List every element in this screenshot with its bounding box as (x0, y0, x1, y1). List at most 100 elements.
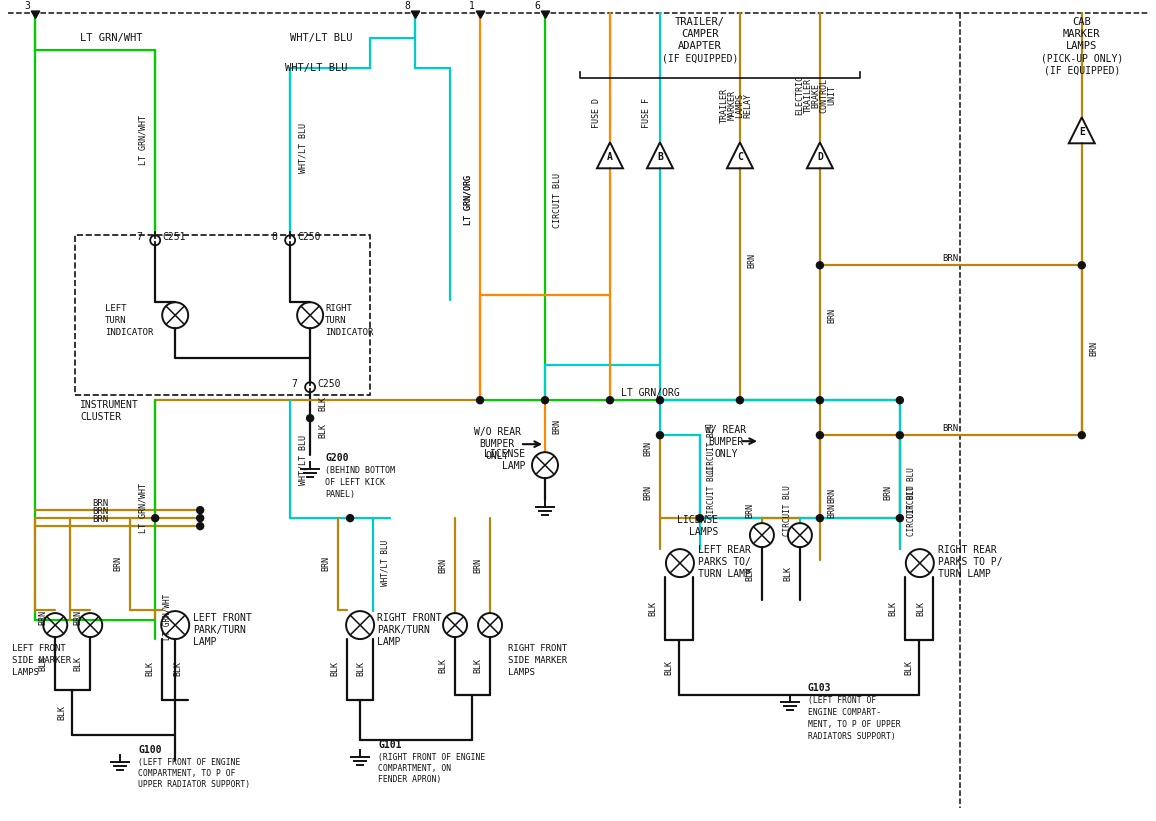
Text: TRAILER: TRAILER (803, 78, 813, 112)
Circle shape (607, 397, 614, 404)
Text: BLK: BLK (438, 658, 447, 672)
Text: BLK: BLK (784, 566, 792, 580)
Text: BRN: BRN (438, 557, 447, 572)
Text: BRN: BRN (92, 507, 109, 516)
Text: MARKER: MARKER (1064, 30, 1101, 39)
Text: E: E (1079, 127, 1084, 137)
Text: TURN: TURN (105, 316, 127, 325)
Text: BRN: BRN (39, 610, 47, 625)
Text: PARK/TURN: PARK/TURN (377, 625, 430, 635)
Text: CIRCUIT BLU: CIRCUIT BLU (907, 484, 917, 535)
Text: ONLY: ONLY (714, 449, 738, 459)
Circle shape (305, 383, 316, 392)
Text: WHT/LT BLU: WHT/LT BLU (380, 540, 390, 586)
Text: BRN: BRN (828, 502, 837, 518)
Text: BRN: BRN (883, 484, 892, 500)
Text: BRN: BRN (113, 556, 123, 571)
Text: (IF EQUIPPED): (IF EQUIPPED) (661, 53, 739, 63)
Text: LAMPS: LAMPS (689, 527, 718, 537)
Text: BLK: BLK (649, 601, 658, 616)
Circle shape (197, 507, 203, 514)
Text: WHT/LT BLU: WHT/LT BLU (290, 34, 353, 44)
Text: A: A (607, 153, 613, 163)
Circle shape (816, 262, 823, 268)
Text: LT GRN/WHT: LT GRN/WHT (163, 594, 172, 640)
Text: CIRCUIT BLU: CIRCUIT BLU (707, 423, 717, 474)
Circle shape (736, 397, 743, 404)
Text: BLK: BLK (665, 659, 674, 675)
Text: SIDE MARKER: SIDE MARKER (13, 656, 72, 664)
Text: BLK: BLK (173, 661, 183, 676)
Text: BRN: BRN (74, 610, 83, 625)
Text: 8: 8 (405, 2, 410, 11)
Circle shape (816, 515, 823, 521)
Text: LAMPS: LAMPS (507, 667, 535, 677)
Text: CIRCUIT BLU: CIRCUIT BLU (707, 466, 717, 517)
Text: BRN: BRN (92, 515, 109, 524)
Text: C: C (738, 153, 743, 163)
Circle shape (816, 432, 823, 438)
Circle shape (151, 515, 158, 521)
Text: (RIGHT FRONT OF ENGINE: (RIGHT FRONT OF ENGINE (378, 753, 486, 762)
Text: BRN: BRN (474, 557, 482, 572)
Text: LT GRN/ORG: LT GRN/ORG (621, 388, 680, 398)
Text: FUSE F: FUSE F (643, 99, 652, 128)
Circle shape (657, 397, 664, 404)
Text: BLK: BLK (888, 601, 897, 616)
Text: LICENSE: LICENSE (484, 449, 525, 459)
Circle shape (347, 515, 354, 521)
Text: C251: C251 (162, 232, 186, 242)
Circle shape (696, 515, 704, 521)
Text: BLK: BLK (746, 566, 755, 580)
Circle shape (150, 236, 161, 245)
Text: ELECTRIC: ELECTRIC (795, 76, 805, 115)
Text: CAMPER: CAMPER (681, 30, 719, 39)
Text: INDICATOR: INDICATOR (105, 328, 154, 337)
Text: PANEL): PANEL) (325, 489, 355, 498)
Text: LAMPS: LAMPS (13, 667, 39, 677)
Text: CONTROL: CONTROL (820, 78, 829, 112)
Text: LEFT FRONT: LEFT FRONT (13, 644, 66, 653)
Text: CIRCUIT BLU: CIRCUIT BLU (553, 172, 562, 227)
Text: CLUSTER: CLUSTER (80, 412, 121, 422)
Text: MARKER: MARKER (727, 90, 736, 121)
Text: BLK: BLK (74, 656, 83, 671)
Text: BLK: BLK (146, 661, 155, 676)
Text: 7: 7 (291, 379, 297, 389)
Text: BUMPER: BUMPER (480, 439, 514, 449)
Text: CIRCUIT BLU: CIRCUIT BLU (784, 484, 792, 535)
Text: G100: G100 (139, 745, 162, 755)
Text: LAMPS: LAMPS (1066, 41, 1097, 52)
Circle shape (286, 236, 295, 245)
Text: B: B (657, 153, 662, 163)
Text: COMPARTMENT, ON: COMPARTMENT, ON (378, 764, 451, 773)
Text: BRN: BRN (1089, 341, 1098, 355)
Text: BLK: BLK (917, 601, 925, 616)
Text: 7: 7 (136, 232, 142, 242)
Text: BLK: BLK (331, 661, 340, 676)
Text: BLK: BLK (904, 659, 913, 675)
Text: W/O REAR: W/O REAR (474, 427, 520, 437)
Text: (LEFT FRONT OF: (LEFT FRONT OF (808, 695, 876, 704)
Text: FENDER APRON): FENDER APRON) (378, 774, 442, 783)
Text: LAMP: LAMP (502, 461, 525, 471)
Text: LT GRN/WHT: LT GRN/WHT (139, 115, 148, 165)
Text: LAMP: LAMP (377, 637, 401, 647)
Text: TURN LAMP: TURN LAMP (698, 569, 750, 579)
Text: ENGINE COMPART-: ENGINE COMPART- (808, 708, 881, 717)
Text: D: D (817, 153, 823, 163)
Text: (BEHIND BOTTOM: (BEHIND BOTTOM (325, 466, 395, 475)
Text: FUSE D: FUSE D (593, 99, 601, 128)
Text: BLK: BLK (356, 661, 365, 676)
Circle shape (197, 523, 203, 530)
Text: LEFT FRONT: LEFT FRONT (193, 613, 252, 623)
Text: RIGHT FRONT: RIGHT FRONT (377, 613, 442, 623)
Text: PARKS TO/: PARKS TO/ (698, 557, 750, 567)
Text: BLK: BLK (319, 396, 327, 410)
Text: (IF EQUIPPED): (IF EQUIPPED) (1044, 66, 1120, 76)
Text: 3: 3 (24, 2, 30, 11)
Text: LAMPS: LAMPS (735, 93, 744, 118)
Circle shape (1079, 262, 1085, 268)
Text: INDICATOR: INDICATOR (325, 328, 373, 337)
Text: G101: G101 (378, 740, 401, 750)
